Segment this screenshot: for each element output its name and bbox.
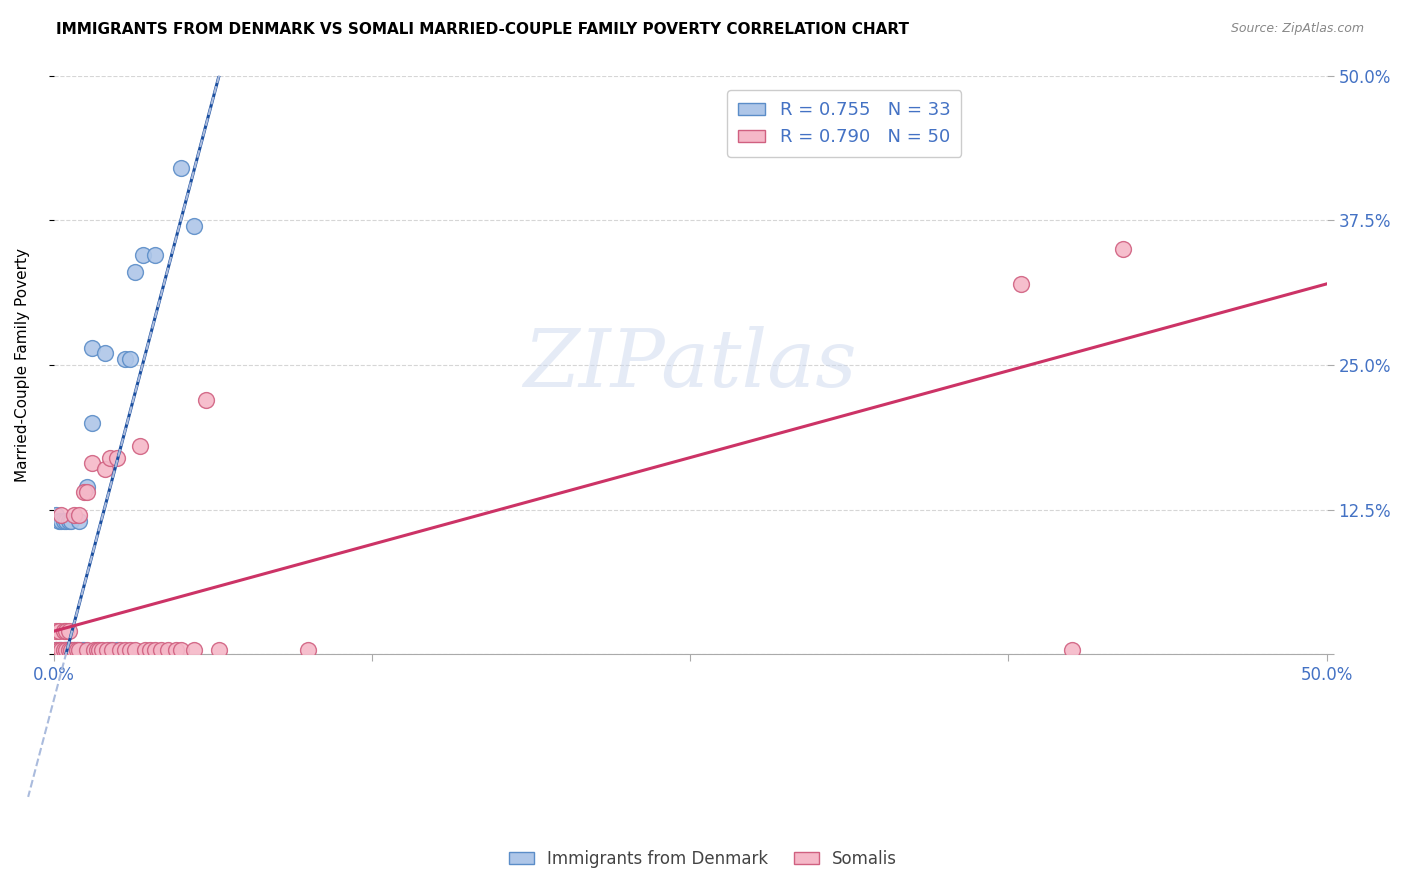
Point — [55, 642, 77, 657]
Point — [101, 642, 124, 657]
Point — [67, 642, 90, 657]
Point — [89, 642, 111, 657]
Point — [118, 642, 141, 657]
Point — [73, 642, 96, 657]
Point — [157, 642, 180, 657]
Text: IMMIGRANTS FROM DENMARK VS SOMALI MARRIED-COUPLE FAMILY POVERTY CORRELATION CHAR: IMMIGRANTS FROM DENMARK VS SOMALI MARRIE… — [56, 22, 910, 37]
Point — [65, 642, 87, 657]
Point — [208, 642, 231, 657]
Point — [98, 450, 121, 465]
Point — [55, 642, 77, 657]
Point — [129, 439, 152, 453]
Text: ZIPatlas: ZIPatlas — [523, 326, 856, 404]
Point — [45, 508, 67, 523]
Point — [51, 642, 73, 657]
Point — [58, 514, 80, 528]
Point — [55, 642, 77, 657]
Point — [51, 642, 73, 657]
Point — [58, 624, 80, 639]
Point — [67, 508, 90, 523]
Point — [45, 642, 67, 657]
Text: Source: ZipAtlas.com: Source: ZipAtlas.com — [1230, 22, 1364, 36]
Point — [60, 642, 83, 657]
Point — [45, 642, 67, 657]
Point — [139, 642, 162, 657]
Point — [93, 462, 115, 476]
Legend: Immigrants from Denmark, Somalis: Immigrants from Denmark, Somalis — [502, 844, 904, 875]
Point — [134, 642, 156, 657]
Point — [1112, 242, 1135, 256]
Point — [70, 642, 93, 657]
Point — [96, 642, 118, 657]
Point — [52, 514, 75, 528]
Point — [105, 642, 128, 657]
Point — [52, 642, 75, 657]
Point — [80, 341, 103, 355]
Point — [58, 642, 80, 657]
Point — [165, 642, 187, 657]
Point — [48, 624, 70, 639]
Point — [170, 161, 193, 176]
Point — [124, 265, 146, 279]
Point — [51, 508, 73, 523]
Point — [98, 642, 121, 657]
Point — [45, 624, 67, 639]
Point — [65, 642, 87, 657]
Point — [108, 642, 131, 657]
Point — [52, 642, 75, 657]
Point — [60, 642, 83, 657]
Point — [183, 642, 205, 657]
Point — [145, 642, 167, 657]
Point — [132, 248, 155, 262]
Point — [118, 352, 141, 367]
Point — [52, 624, 75, 639]
Point — [114, 642, 136, 657]
Y-axis label: Married-Couple Family Poverty: Married-Couple Family Poverty — [15, 248, 30, 482]
Point — [73, 485, 96, 500]
Point — [1010, 277, 1032, 291]
Point — [124, 642, 146, 657]
Point — [63, 642, 86, 657]
Point — [76, 642, 98, 657]
Point — [67, 514, 90, 528]
Point — [1060, 642, 1083, 657]
Point — [80, 416, 103, 430]
Point — [76, 485, 98, 500]
Point — [86, 642, 108, 657]
Point — [297, 642, 319, 657]
Point — [149, 642, 172, 657]
Point — [170, 642, 193, 657]
Legend: R = 0.755   N = 33, R = 0.790   N = 50: R = 0.755 N = 33, R = 0.790 N = 50 — [727, 90, 962, 157]
Point — [83, 642, 105, 657]
Point — [60, 514, 83, 528]
Point — [105, 450, 128, 465]
Point — [80, 456, 103, 470]
Point — [63, 508, 86, 523]
Point — [63, 642, 86, 657]
Point — [183, 219, 205, 233]
Point — [51, 514, 73, 528]
Point — [93, 346, 115, 360]
Point — [145, 248, 167, 262]
Point — [195, 392, 218, 407]
Point — [114, 352, 136, 367]
Point — [48, 642, 70, 657]
Point — [48, 642, 70, 657]
Point — [76, 479, 98, 493]
Point — [91, 642, 114, 657]
Point — [55, 514, 77, 528]
Point — [48, 514, 70, 528]
Point — [55, 624, 77, 639]
Point — [58, 642, 80, 657]
